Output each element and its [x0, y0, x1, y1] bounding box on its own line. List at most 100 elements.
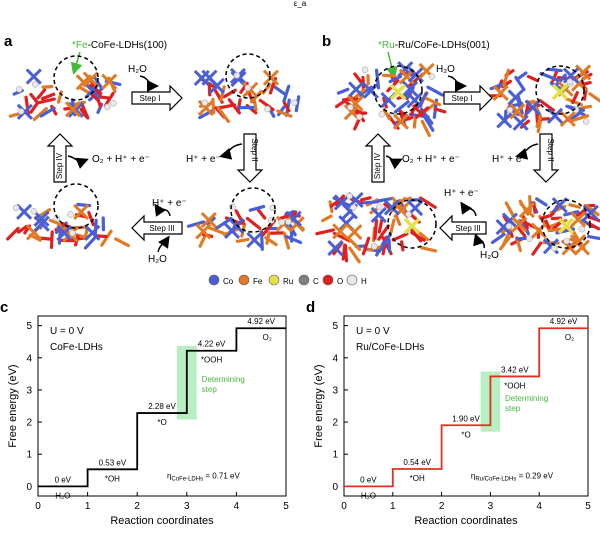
- hydrogen-atom: [30, 208, 38, 215]
- hydrogen-atom: [31, 81, 39, 88]
- legend-label: O: [337, 277, 343, 286]
- bond: [420, 246, 438, 253]
- bond: [362, 200, 380, 205]
- bond: [526, 74, 540, 83]
- bond: [39, 106, 56, 118]
- hydrogen-atom: [278, 219, 285, 226]
- bond: [222, 88, 237, 99]
- step3-arrow-a: Step III H⁺ + e⁻ H₂O: [131, 198, 187, 265]
- energy-value-label: 1.90 eV: [452, 414, 480, 423]
- bond: [95, 234, 108, 239]
- o2-release-b: O₂ + H⁺ + e⁻: [402, 154, 460, 165]
- metal-bond: [343, 104, 360, 121]
- energy-value-label: 3.42 eV: [501, 365, 529, 374]
- plot-frame: [37, 315, 287, 497]
- metal-bond: [530, 222, 547, 239]
- hydrogen-atom: [104, 103, 111, 111]
- bond: [282, 231, 291, 250]
- y-axis-title: Free energy (eV): [7, 364, 19, 447]
- overpotential-label: ηCoFe-LDHs = 0.71 eV: [167, 471, 241, 482]
- step2-label-b: Step II: [546, 138, 555, 161]
- bond: [354, 111, 368, 115]
- h2o-bottom-curve-a: [157, 235, 170, 253]
- o2-release-a: O₂ + H⁺ + e⁻: [92, 154, 150, 165]
- y-tick-label: 1: [332, 450, 338, 461]
- metal-bond: [559, 110, 576, 128]
- bond: [36, 88, 47, 100]
- bond: [83, 236, 97, 250]
- bond: [17, 225, 28, 234]
- x-tick-label: 0: [35, 501, 41, 512]
- metal-bond: [56, 224, 73, 242]
- panel-b-site-arrow: [385, 51, 398, 79]
- metal-bond: [333, 194, 350, 211]
- bond: [588, 92, 600, 103]
- metal-bond: [208, 77, 225, 94]
- species-label: H₂O: [55, 491, 70, 500]
- bond: [544, 219, 551, 231]
- dashed-circle-a2: [225, 53, 271, 99]
- panel-a-letter: a: [4, 33, 13, 50]
- step4-curve-a: [67, 155, 89, 169]
- bond: [489, 82, 505, 91]
- hydrogen-atom: [264, 105, 271, 113]
- bond: [379, 232, 392, 251]
- bond: [389, 218, 396, 234]
- bond: [382, 108, 391, 121]
- bond: [361, 236, 371, 256]
- h2o-curve-a: [139, 75, 159, 92]
- legend-label: Fe: [253, 277, 263, 286]
- metal-bond: [524, 99, 541, 116]
- metal-bond: [346, 223, 363, 241]
- legend-swatch: [208, 274, 220, 286]
- bond: [550, 216, 563, 221]
- x-tick-label: 4: [234, 501, 240, 512]
- step3-curve-a: [154, 203, 171, 217]
- material-label: CoFe-LDHs: [50, 342, 103, 353]
- h2o-bottom-b: H₂O: [480, 250, 499, 261]
- metal-bond: [347, 191, 364, 209]
- hydrogen-atom: [550, 244, 558, 252]
- bond: [252, 98, 258, 112]
- energy-value-label: 0.53 eV: [99, 458, 127, 467]
- metal-bond: [582, 204, 599, 221]
- top-remnant-text: ε_a: [294, 0, 307, 8]
- panel-b: b *Ru-Ru/CoFe-LDHs(001) Step I H₂O Step …: [315, 33, 600, 264]
- hydrogen-atom: [506, 106, 514, 114]
- hydrogen-atom: [505, 222, 513, 230]
- legend-swatch: [346, 274, 358, 286]
- bond: [426, 85, 444, 97]
- bond: [412, 116, 417, 129]
- step3-arrow-b: Step III H⁺ + e⁻ H₂O: [439, 188, 499, 261]
- bond: [517, 226, 527, 238]
- bond: [394, 214, 402, 226]
- y-tick-label: 0: [332, 482, 338, 493]
- bond: [539, 71, 559, 82]
- bond: [41, 85, 54, 89]
- bond: [387, 238, 392, 254]
- bond: [248, 204, 266, 212]
- bond: [255, 207, 267, 220]
- y-tick-label: 5: [26, 321, 32, 332]
- metal-bond: [511, 216, 528, 233]
- ru-bond: [551, 83, 569, 101]
- determining-step-label: Determining step: [505, 394, 548, 413]
- bond: [504, 201, 515, 218]
- metal-bond: [402, 80, 419, 97]
- metal-bond: [197, 99, 214, 116]
- bond: [6, 226, 20, 241]
- hydrogen-atom: [405, 211, 412, 218]
- bond: [388, 74, 403, 84]
- hydrogen-atom: [378, 111, 386, 118]
- h2o-top-b: H₂O: [436, 64, 455, 75]
- bond: [514, 75, 526, 92]
- metal-bond: [33, 210, 50, 227]
- species-label: H₂O: [361, 491, 376, 500]
- bond: [38, 236, 53, 241]
- step2-curve-a: [219, 143, 243, 160]
- metal-bond: [492, 84, 509, 102]
- bond: [393, 100, 410, 114]
- bond: [29, 92, 39, 103]
- dashed-circle-b4: [541, 199, 591, 249]
- bond: [37, 97, 56, 105]
